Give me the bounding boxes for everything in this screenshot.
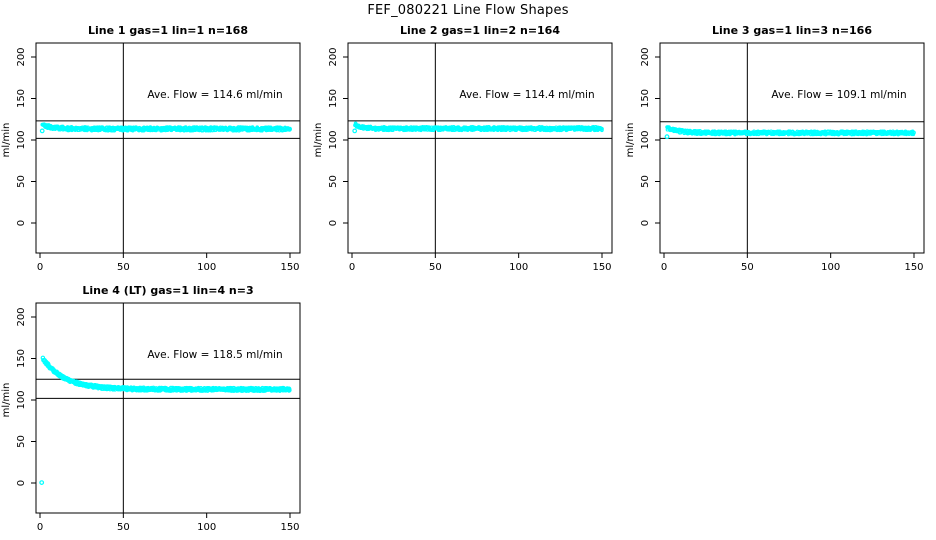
plot-box [659,42,925,254]
y-axis-label: ml/min [313,123,324,158]
y-tick-label: 50 [16,175,27,188]
data-point-outlier [39,480,45,486]
x-tick-label: 100 [821,262,840,273]
y-axis-label: ml/min [1,383,12,418]
x-axis: 0 50 100 150 [661,253,924,273]
panel-1: Line 1 gas=1 lin=1 n=168 0 50 100 150 0 50 100 1… [1,24,301,273]
data-point [854,129,858,134]
x-tick-label: 0 [37,522,43,533]
y-tick-label: 50 [16,435,27,448]
y-tick-label: 0 [16,480,27,486]
y-axis: 0 50 100 150 200 [16,307,36,486]
x-tick-label: 150 [904,262,923,273]
x-axis: 0 50 100 150 [37,513,300,533]
panel-title: Line 1 gas=1 lin=1 n=168 [88,24,248,37]
y-tick-label: 200 [16,307,27,326]
x-tick-label: 100 [509,262,528,273]
y-axis: 0 50 100 150 200 [328,47,348,226]
y-tick-label: 0 [16,220,27,226]
y-tick-label: 200 [16,47,27,66]
data-points [39,122,292,134]
panel-3: Line 3 gas=1 lin=3 n=166 0 50 100 150 0 50 100 1… [625,24,925,273]
y-tick-label: 100 [640,130,651,149]
x-axis: 0 50 100 150 [37,253,300,273]
data-point [288,127,292,132]
x-tick-label: 150 [592,262,611,273]
ave-flow-annotation: Ave. Flow = 109.1 ml/min [771,89,906,101]
x-tick-label: 50 [429,262,442,273]
x-tick-label: 150 [280,522,299,533]
plot-box [35,302,301,514]
panel-title: Line 4 (LT) gas=1 lin=4 n=3 [82,284,253,297]
data-point-outlier [39,128,45,134]
plot-box [35,42,301,254]
data-point [600,127,604,131]
y-tick-label: 150 [16,349,27,368]
data-point [287,387,292,393]
ave-flow-annotation: Ave. Flow = 114.4 ml/min [459,89,594,101]
x-tick-label: 150 [280,262,299,273]
panel-title: Line 3 gas=1 lin=3 n=166 [712,24,872,37]
y-tick-label: 150 [640,89,651,108]
y-tick-label: 150 [16,89,27,108]
ave-flow-annotation: Ave. Flow = 114.6 ml/min [147,89,282,101]
x-tick-label: 0 [349,262,355,273]
panel-2: Line 2 gas=1 lin=2 n=164 0 50 100 150 0 50 100 1… [313,24,613,273]
data-points [664,125,916,140]
x-tick-label: 50 [117,522,130,533]
x-tick-label: 50 [741,262,754,273]
data-points [39,355,292,486]
panel-title: Line 2 gas=1 lin=2 n=164 [400,24,560,37]
x-tick-label: 100 [197,522,216,533]
x-tick-label: 50 [117,262,130,273]
y-axis: 0 50 100 150 200 [16,47,36,226]
y-tick-label: 150 [328,89,339,108]
ave-flow-annotation: Ave. Flow = 118.5 ml/min [147,349,282,361]
x-tick-label: 0 [37,262,43,273]
y-tick-label: 50 [640,175,651,188]
data-points [352,121,604,134]
y-tick-label: 0 [640,220,651,226]
page-title: FEF_080221 Line Flow Shapes [367,3,569,18]
x-axis: 0 50 100 150 [349,253,612,273]
plot-box [347,42,613,254]
y-axis: 0 50 100 150 200 [640,47,660,226]
data-point [912,130,916,135]
y-tick-label: 100 [328,130,339,149]
y-tick-label: 0 [328,220,339,226]
data-point-outlier [352,128,358,134]
panel-4: Line 4 (LT) gas=1 lin=4 n=3 0 50 100 150 0 50 1… [1,284,301,533]
x-tick-label: 100 [197,262,216,273]
y-tick-label: 100 [16,390,27,409]
y-tick-label: 50 [328,175,339,188]
x-tick-label: 0 [661,262,667,273]
y-tick-label: 200 [640,47,651,66]
y-tick-label: 200 [328,47,339,66]
y-tick-label: 100 [16,130,27,149]
y-axis-label: ml/min [625,123,636,158]
y-axis-label: ml/min [1,123,12,158]
data-point-outlier [664,134,670,140]
